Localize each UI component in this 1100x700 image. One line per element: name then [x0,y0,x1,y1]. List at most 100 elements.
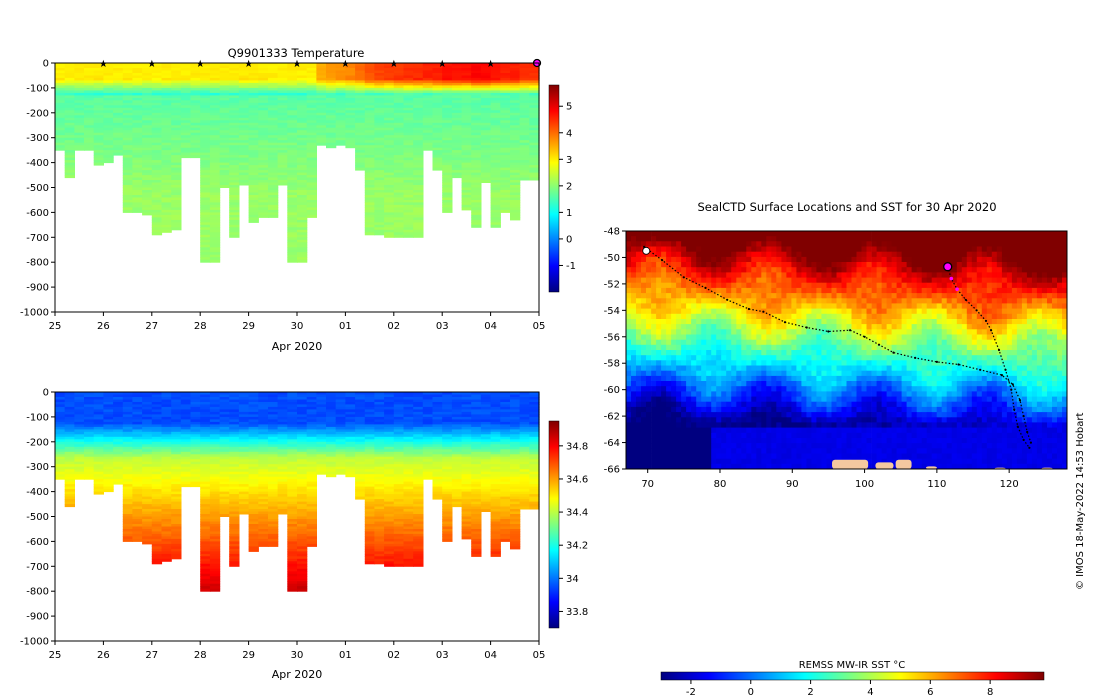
temperature-cell [200,70,211,74]
temperature-cell [219,95,230,99]
temperature-cell [277,160,288,164]
temperature-cell [326,105,337,109]
temperature-cell [103,122,114,126]
temperature-cell [287,115,298,119]
temperature-cell [306,160,317,164]
temperature-cell [122,140,134,144]
temperature-cell [132,147,143,151]
temperature-cell [238,107,250,111]
temperature-cell [122,65,134,69]
temperature-cell [200,155,211,159]
temperature-cell [151,145,163,149]
temperature-cell [84,107,95,111]
temperature-cell [238,135,250,139]
temperature-cell [297,254,308,258]
temperature-cell [277,182,288,186]
temperature-cell [161,165,172,169]
temperature-cell [161,197,172,201]
temperature-cell [287,82,298,86]
temperature-cell [335,120,346,124]
temperature-cell [200,195,211,198]
temperature-cell [268,82,279,86]
temperature-cell [142,147,153,151]
temperature-cell [103,95,114,99]
temperature-cell [403,234,414,238]
temperature-cell [190,75,201,79]
salinity-cell [190,484,201,488]
temperature-cell [161,80,172,84]
temperature-cell [268,150,279,154]
temperature-cell [277,137,288,141]
temperature-cell [200,63,211,66]
temperature-cell [297,232,308,236]
y-tick-label: -500 [26,183,49,194]
temperature-cell [122,147,134,151]
temperature-cell [200,202,211,206]
temperature-cell [287,247,298,251]
temperature-cell [238,77,250,81]
temperature-cell [316,65,327,69]
temperature-cell [142,127,153,131]
temperature-cell [287,92,298,96]
temperature-cell [142,200,153,203]
temperature-cell [142,122,153,126]
temperature-cell [161,160,172,164]
temperature-cell [287,197,298,201]
temperature-cell [277,77,288,81]
temperature-cell [200,65,211,69]
temperature-cell [277,112,288,116]
temperature-cell [190,107,201,111]
temperature-cell [316,90,327,94]
temperature-cell [161,219,172,223]
salinity-cell [103,489,114,493]
temperature-cell [345,95,356,99]
temperature-cell [306,82,317,86]
surface-marker: ★ [389,59,398,70]
temperature-cell [161,115,172,119]
temperature-cell [500,209,511,213]
temperature-cell [326,63,337,66]
temperature-cell [55,95,66,99]
temperature-cell [151,112,163,116]
temperature-cell [238,170,250,174]
temperature-cell [171,68,182,71]
temperature-cell [74,122,85,126]
temperature-cell [171,107,182,111]
temperature-cell [229,73,240,76]
temperature-cell [190,65,201,69]
temperature-cell [200,105,211,109]
temperature-cell [287,110,298,114]
temperature-cell [238,92,250,96]
temperature-cell [287,229,298,233]
temperature-cell [161,212,172,216]
temperature-cell [316,112,327,116]
temperature-cell [132,97,143,101]
temperature-cell [180,97,192,101]
temperature-cell [161,172,172,176]
temperature-cell [297,175,308,179]
temperature-cell [248,137,259,141]
temperature-cell [316,120,327,124]
temperature-cell [209,239,221,243]
temperature-cell [55,107,66,111]
temperature-cell [209,209,221,213]
temperature-cell [316,102,327,106]
temperature-cell [287,105,298,109]
temperature-cell [306,130,317,134]
temperature-cell [277,165,288,169]
temperature-cell [200,242,211,246]
temperature-cell [297,102,308,106]
temperature-cell [55,117,66,121]
temperature-cell [229,187,240,191]
temperature-cell [171,165,182,169]
temperature-cell [268,132,279,136]
temperature-cell [287,202,298,206]
temperature-cell [287,112,298,116]
temperature-cell [219,157,230,161]
temperature-cell [248,63,259,66]
temperature-cell [258,85,269,89]
temperature-cell [248,110,259,114]
temperature-cell [229,217,240,221]
temperature-cell [277,142,288,146]
temperature-cell [335,102,346,106]
